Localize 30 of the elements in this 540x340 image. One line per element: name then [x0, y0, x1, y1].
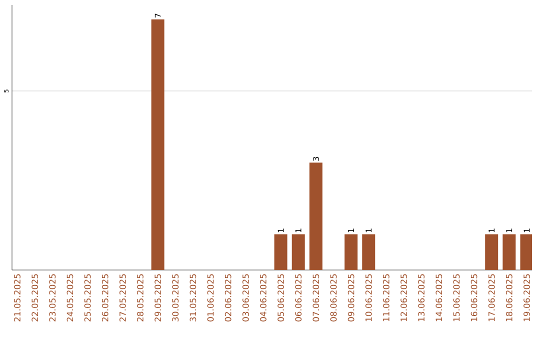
- x-tick-label: 08.06.2025: [330, 274, 337, 322]
- x-tick-label: 29.05.2025: [154, 274, 162, 322]
- x-tick-label: 12.06.2025: [400, 274, 407, 322]
- x-tick-label: 06.06.2025: [295, 274, 302, 322]
- x-tick-label: 24.05.2025: [66, 274, 74, 322]
- x-tick-label: 21.05.2025: [14, 274, 20, 322]
- x-tick-label: 02.06.2025: [224, 274, 232, 322]
- x-tick-label: 25.05.2025: [84, 274, 91, 322]
- x-tick-label: 27.05.2025: [119, 274, 126, 322]
- x-tick-label: 31.05.2025: [190, 274, 196, 322]
- x-tick-label: 17.06.2025: [488, 274, 495, 322]
- x-tick-label: 19.06.2025: [524, 274, 530, 322]
- x-tick-label: 10.06.2025: [365, 274, 372, 322]
- x-tick-label: 22.05.2025: [32, 274, 38, 322]
- x-tick-label: 09.06.2025: [348, 274, 354, 322]
- x-tick-label: 28.05.2025: [137, 274, 144, 322]
- x-tick-label: 14.06.2025: [436, 274, 442, 322]
- x-tick-label: 05.06.2025: [278, 274, 284, 322]
- x-tick-label: 13.06.2025: [418, 274, 425, 322]
- x-tick-label: 11.06.2025: [382, 274, 390, 322]
- x-tick-label: 16.06.2025: [470, 274, 478, 322]
- x-tick-label: 23.05.2025: [49, 274, 56, 322]
- x-tick-label: 26.05.2025: [102, 274, 108, 322]
- x-tick-label: 30.05.2025: [172, 274, 179, 322]
- x-tick-label: 07.06.2025: [312, 274, 320, 322]
- x-tick-label: 15.06.2025: [453, 274, 460, 322]
- x-tick-label: 04.06.2025: [260, 274, 266, 322]
- x-tick-label: 18.06.2025: [506, 274, 512, 322]
- x-tick-label: 01.06.2025: [207, 274, 214, 322]
- x-tick-label: 03.06.2025: [242, 274, 249, 322]
